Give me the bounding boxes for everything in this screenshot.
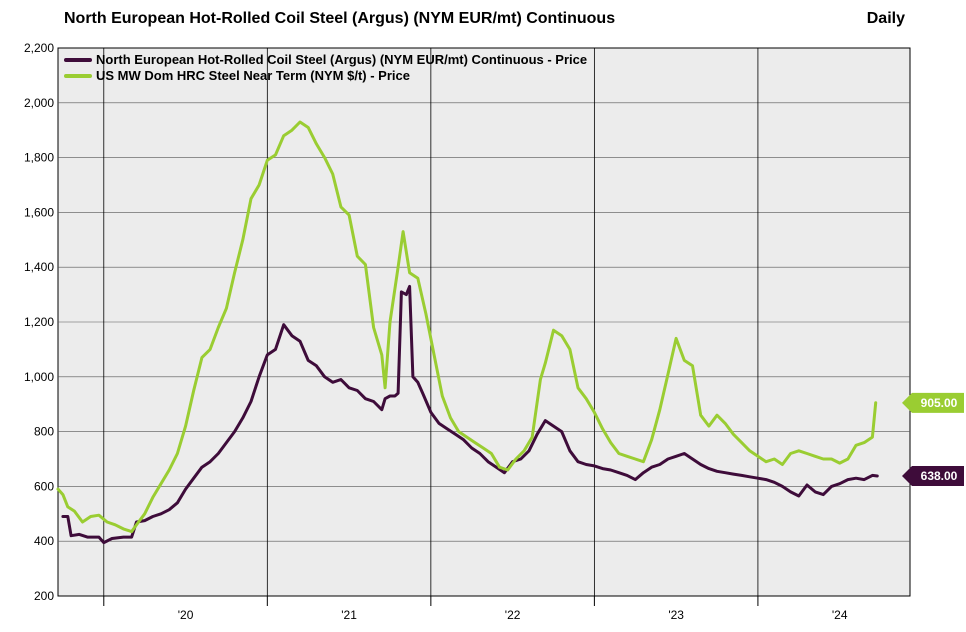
y-tick-label: 600 — [34, 479, 54, 493]
series-line-0 — [61, 284, 879, 545]
value-tag-shape — [902, 465, 964, 486]
series-line-1 — [56, 120, 878, 534]
chart-title: North European Hot-Rolled Coil Steel (Ar… — [64, 10, 615, 27]
y-tick-label: 2,200 — [24, 41, 54, 55]
value-tag-label: 905.00 — [921, 396, 958, 410]
y-tick-label: 1,000 — [24, 370, 54, 384]
y-tick-label: 1,800 — [24, 151, 54, 165]
frequency-label: Daily — [867, 10, 905, 27]
legend-label-1: US MW Dom HRC Steel Near Term (NYM $/t) … — [96, 68, 410, 83]
y-tick-label: 1,600 — [24, 205, 54, 219]
x-tick-label: '20 — [178, 608, 194, 622]
x-tick-label: '22 — [505, 608, 521, 622]
x-tick-label: '21 — [341, 608, 357, 622]
y-tick-label: 400 — [34, 534, 54, 548]
y-tick-label: 1,400 — [24, 260, 54, 274]
legend-label-0: North European Hot-Rolled Coil Steel (Ar… — [96, 52, 587, 67]
plot-area: 200 400 600 800 1,000 1,200 1,400 1,600 1,800 2,0… — [24, 41, 964, 622]
value-tag-label: 638.00 — [921, 469, 958, 483]
value-tag-1: 905.00 — [902, 392, 964, 413]
x-tick-label: '24 — [832, 608, 848, 622]
y-tick-label: 800 — [34, 425, 54, 439]
value-tag-0: 638.00 — [902, 465, 964, 486]
x-tick-label: '23 — [668, 608, 684, 622]
y-tick-label: 2,000 — [24, 96, 54, 110]
value-tag-shape — [902, 392, 964, 413]
y-tick-label: 1,200 — [24, 315, 54, 329]
y-tick-label: 200 — [34, 589, 54, 603]
